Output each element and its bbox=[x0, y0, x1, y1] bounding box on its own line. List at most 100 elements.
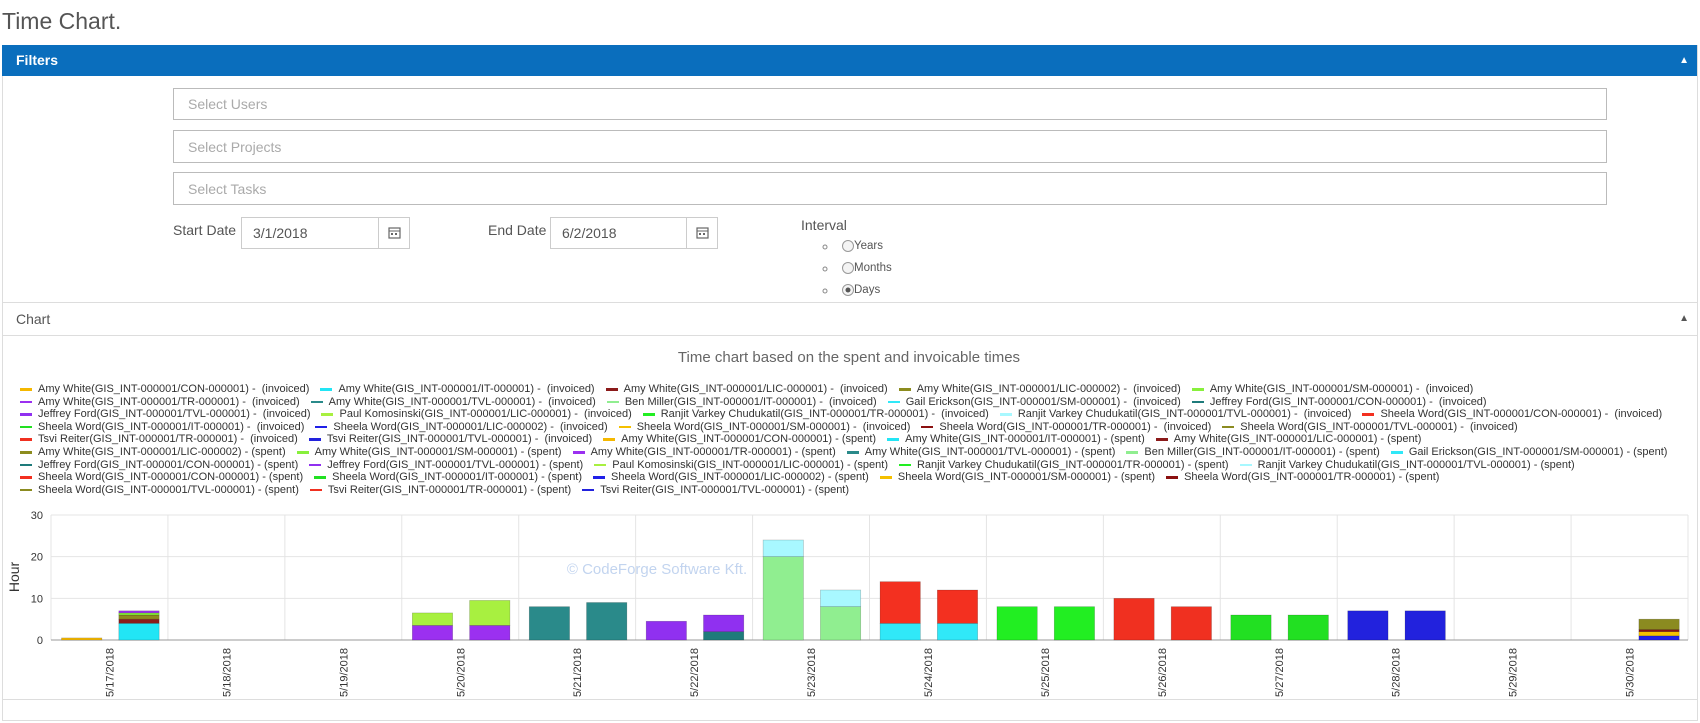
radio-circle bbox=[842, 240, 854, 252]
collapse-caret[interactable]: ▲ bbox=[1679, 55, 1689, 66]
legend-item[interactable]: Jeffrey Ford(GIS_INT-000001/TVL-000001) … bbox=[20, 408, 310, 421]
legend-swatch bbox=[1155, 438, 1168, 441]
legend-swatch bbox=[594, 463, 607, 467]
y-axis-label: Hour bbox=[6, 561, 22, 592]
legend-swatch bbox=[320, 388, 333, 391]
projects-select[interactable]: Select Projects bbox=[173, 130, 1607, 163]
legend-swatch bbox=[1222, 425, 1235, 429]
legend-label: Amy White(GIS_INT-000001/LIC-000002) - (… bbox=[916, 383, 1181, 395]
calendar-icon bbox=[388, 227, 401, 239]
legend-item[interactable]: Ranjit Varkey Chudukatil(GIS_INT-000001/… bbox=[999, 408, 1351, 421]
legend-item[interactable]: Sheela Word(GIS_INT-000001/SM-000001) - … bbox=[879, 471, 1155, 484]
legend-swatch bbox=[20, 463, 32, 467]
legend-item[interactable]: Sheela Word(GIS_INT-000001/TR-000001) - … bbox=[1166, 471, 1439, 484]
legend-swatch bbox=[921, 425, 934, 429]
legend-item[interactable]: Paul Komosinski(GIS_INT-000001/LIC-00000… bbox=[321, 408, 632, 421]
legend-item[interactable]: Amy White(GIS_INT-000001/CON-000001) - (… bbox=[603, 433, 876, 446]
tasks-select[interactable]: Select Tasks bbox=[173, 172, 1607, 205]
bar-segment bbox=[412, 612, 453, 626]
legend-item[interactable]: Jeffrey Ford(GIS_INT-000001/TVL-000001) … bbox=[309, 459, 583, 472]
legend-swatch bbox=[605, 388, 618, 391]
legend-item[interactable]: Sheela Word(GIS_INT-000001/TVL-000001) -… bbox=[20, 484, 299, 497]
filters-header[interactable]: Filters ▲ bbox=[2, 45, 1697, 76]
legend-item[interactable]: Amy White(GIS_INT-000001/SM-000001) - (s… bbox=[296, 445, 562, 459]
legend-item[interactable]: Tsvi Reiter(GIS_INT-000001/TVL-000001) -… bbox=[582, 484, 849, 497]
legend-item[interactable]: Ranjit Varkey Chudukatil(GIS_INT-000001/… bbox=[898, 458, 1229, 472]
radio-option[interactable]: Days bbox=[822, 279, 892, 301]
interval-label: Interval bbox=[801, 217, 847, 233]
legend-item[interactable]: Jeffrey Ford(GIS_INT-000001/CON-000001) … bbox=[20, 459, 298, 472]
legend-item[interactable]: Tsvi Reiter(GIS_INT-000001/TVL-000001) -… bbox=[308, 433, 592, 446]
radio-option[interactable]: Years bbox=[822, 235, 892, 257]
bar-segment bbox=[1230, 614, 1272, 641]
legend-item[interactable]: Sheela Word(GIS_INT-000001/LIC-000002) -… bbox=[315, 421, 608, 434]
legend-item[interactable]: Ranjit Varkey Chudukatil(GIS_INT-000001/… bbox=[1239, 459, 1575, 472]
date-value: 6/2/2018 bbox=[562, 225, 617, 241]
x-tick-label: 5/19/2018 bbox=[338, 648, 350, 697]
bar-segment bbox=[937, 623, 978, 641]
x-tick-label: 5/24/2018 bbox=[923, 648, 935, 697]
legend-swatch bbox=[642, 413, 655, 416]
legend-item[interactable]: Amy White(GIS_INT-000001/LIC-000001) - (… bbox=[1155, 433, 1421, 446]
collapse-caret[interactable]: ▲ bbox=[1679, 313, 1689, 324]
legend-label: Amy White(GIS_INT-000001/LIC-000002) - (… bbox=[38, 445, 286, 458]
bar-segment bbox=[118, 612, 160, 616]
legend-item[interactable]: Ranjit Varkey Chudukatil(GIS_INT-000001/… bbox=[642, 408, 989, 421]
legend-label: Amy White(GIS_INT-000001/SM-000001) - (s… bbox=[314, 445, 562, 458]
calendar-button[interactable] bbox=[686, 218, 717, 248]
legend-item[interactable]: Amy White(GIS_INT-000001/TR-000001) - (i… bbox=[20, 396, 300, 409]
page-title: Time Chart. bbox=[2, 8, 122, 34]
legend-item[interactable]: Sheela Word(GIS_INT-000001/CON-000001) -… bbox=[20, 471, 303, 484]
legend-item[interactable]: Amy White(GIS_INT-000001/TVL-000001) - (… bbox=[310, 396, 596, 409]
legend-label: Sheela Word(GIS_INT-000001/CON-000001) -… bbox=[1380, 408, 1663, 421]
legend-swatch bbox=[887, 400, 900, 404]
legend-item[interactable]: Tsvi Reiter(GIS_INT-000001/TR-000001) - … bbox=[309, 484, 571, 497]
legend-item[interactable]: Amy White(GIS_INT-000001/LIC-000001) - (… bbox=[605, 383, 888, 396]
legend-item[interactable]: Gail Erickson(GIS_INT-000001/SM-000001) … bbox=[1390, 446, 1667, 459]
legend-item[interactable]: Amy White(GIS_INT-000001/IT-000001) - (i… bbox=[320, 383, 595, 396]
legend-label: Amy White(GIS_INT-000001/IT-000001) - (s… bbox=[905, 433, 1145, 446]
legend-item[interactable]: Sheela Word(GIS_INT-000001/TVL-000001) -… bbox=[1222, 421, 1518, 434]
legend-item[interactable]: Gail Erickson(GIS_INT-000001/SM-000001) … bbox=[887, 396, 1181, 409]
legend-item[interactable]: Amy White(GIS_INT-000001/CON-000001) - (… bbox=[20, 383, 309, 396]
legend-item[interactable]: Amy White(GIS_INT-000001/TR-000001) - (s… bbox=[572, 446, 836, 459]
legend-item[interactable]: Sheela Word(GIS_INT-000001/SM-000001) - … bbox=[618, 421, 910, 434]
legend-item[interactable]: Sheela Word(GIS_INT-000001/LIC-000002) -… bbox=[593, 471, 869, 484]
legend-item[interactable]: Ben Miller(GIS_INT-000001/IT-000001) - (… bbox=[1126, 446, 1380, 459]
start-date-input[interactable]: 3/1/2018 bbox=[241, 217, 410, 249]
x-tick-label: 5/28/2018 bbox=[1391, 648, 1403, 697]
bar-segment bbox=[879, 623, 921, 641]
legend-swatch bbox=[898, 388, 911, 391]
bar-segment bbox=[762, 539, 804, 557]
legend-label: Sheela Word(GIS_INT-000001/TR-000001) - … bbox=[1184, 471, 1440, 484]
legend-item[interactable]: Jeffrey Ford(GIS_INT-000001/CON-000001) … bbox=[1191, 395, 1487, 409]
legend-label: Ranjit Varkey Chudukatil(GIS_INT-000001/… bbox=[916, 458, 1229, 471]
legend-item[interactable]: Tsvi Reiter(GIS_INT-000001/TR-000001) - … bbox=[20, 433, 298, 446]
chart-header[interactable]: Chart ▲ bbox=[2, 302, 1697, 336]
legend-item[interactable]: Ben Miller(GIS_INT-000001/IT-000001) - (… bbox=[606, 396, 877, 409]
bar-segment bbox=[996, 606, 1038, 641]
legend-item[interactable]: Amy White(GIS_INT-000001/LIC-000002) - (… bbox=[898, 383, 1181, 396]
users-select[interactable]: Select Users bbox=[173, 88, 1607, 120]
placeholder: Select Tasks bbox=[188, 180, 267, 197]
end-date-input[interactable]: 6/2/2018 bbox=[550, 217, 718, 249]
bar-segment bbox=[937, 589, 978, 624]
legend-item[interactable]: Sheela Word(GIS_INT-000001/CON-000001) -… bbox=[1362, 408, 1662, 421]
legend-item[interactable]: Sheela Word(GIS_INT-000001/IT-000001) - … bbox=[314, 471, 582, 484]
calendar-button[interactable] bbox=[378, 218, 409, 248]
legend-item[interactable]: Amy White(GIS_INT-000001/LIC-000002) - (… bbox=[20, 446, 286, 459]
legend-item[interactable]: Amy White(GIS_INT-000001/TVL-000001) - (… bbox=[846, 446, 1115, 459]
legend-item[interactable]: Sheela Word(GIS_INT-000001/IT-000001) - … bbox=[20, 421, 304, 434]
radio-option[interactable]: Months bbox=[822, 257, 892, 279]
legend-item[interactable]: Amy White(GIS_INT-000001/SM-000001) - (i… bbox=[1191, 383, 1473, 396]
legend-label: Jeffrey Ford(GIS_INT-000001/CON-000001) … bbox=[1209, 395, 1487, 408]
legend-item[interactable]: Amy White(GIS_INT-000001/IT-000001) - (s… bbox=[887, 433, 1145, 446]
bar-segment bbox=[118, 610, 160, 614]
x-tick-label: 5/18/2018 bbox=[221, 648, 233, 697]
x-tick-label: 5/23/2018 bbox=[806, 648, 818, 697]
legend-item[interactable]: Paul Komosinski(GIS_INT-000001/LIC-00000… bbox=[594, 459, 888, 472]
legend-item[interactable]: Sheela Word(GIS_INT-000001/TR-000001) - … bbox=[921, 421, 1211, 434]
legend-swatch bbox=[20, 425, 32, 429]
legend-label: Tsvi Reiter(GIS_INT-000001/TR-000001) - … bbox=[38, 433, 298, 446]
bar-segment bbox=[645, 620, 687, 641]
